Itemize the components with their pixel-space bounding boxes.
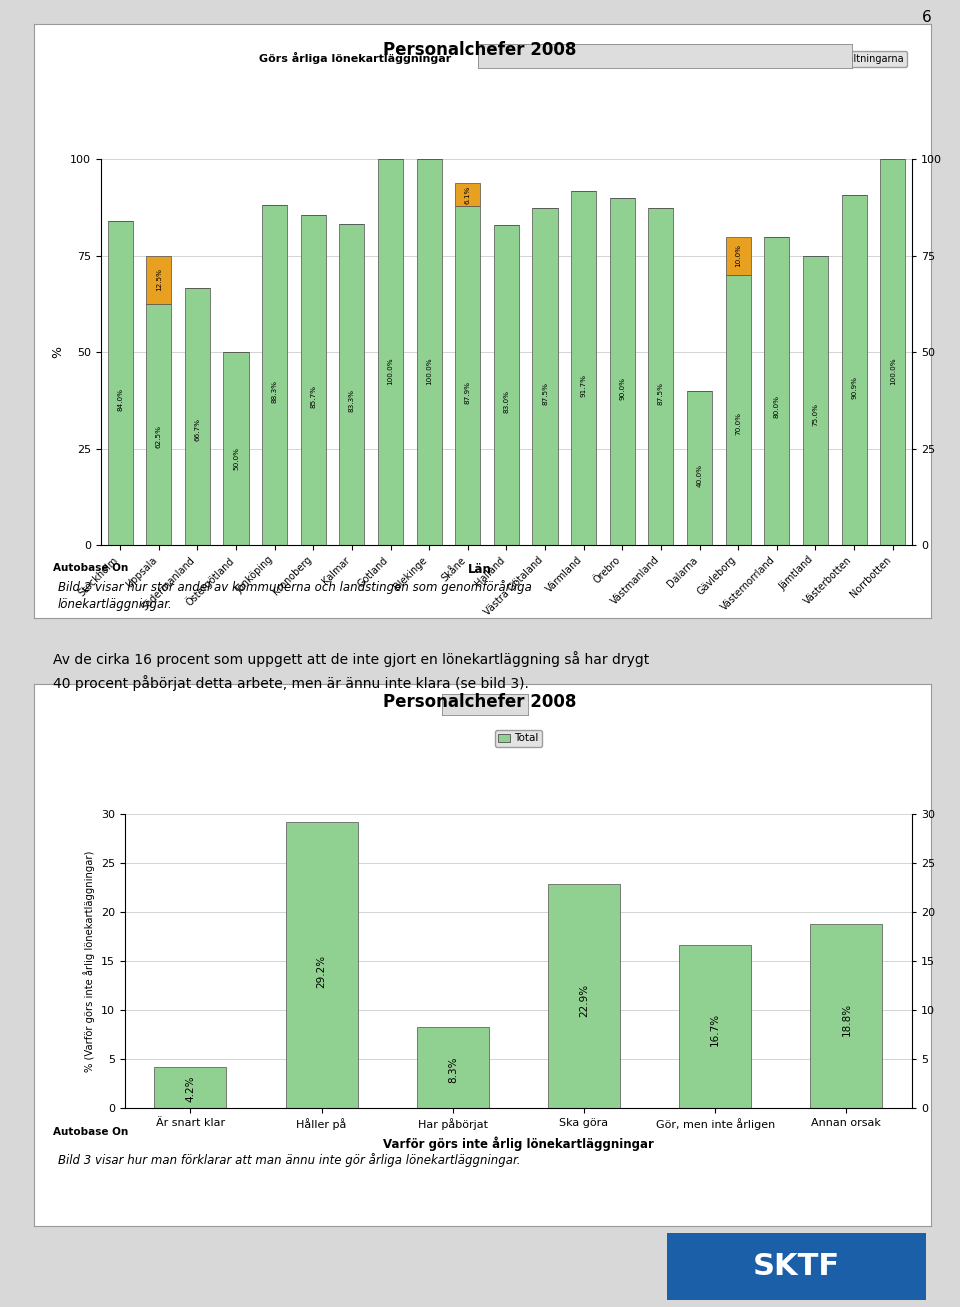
Text: 84.0%: 84.0% <box>117 388 123 410</box>
Legend: I alla förvaltningar, I de flesta förvaltningarna: I alla förvaltningar, I de flesta förval… <box>647 51 907 68</box>
Bar <box>339 223 365 545</box>
Bar <box>803 256 828 545</box>
Text: 100.0%: 100.0% <box>426 358 432 386</box>
Bar <box>417 1027 489 1108</box>
Text: 40.0%: 40.0% <box>697 464 703 488</box>
Text: Görs årliga lönekartläggningar: Görs årliga lönekartläggningar <box>259 51 451 64</box>
Text: 50.0%: 50.0% <box>233 447 239 469</box>
Bar <box>417 159 442 545</box>
Bar <box>810 924 882 1108</box>
Bar <box>533 208 558 545</box>
Text: 18.8%: 18.8% <box>841 1004 852 1036</box>
Bar <box>146 256 171 305</box>
Bar <box>648 208 674 545</box>
Bar <box>300 214 325 545</box>
Bar <box>378 159 403 545</box>
Text: 10.0%: 10.0% <box>735 244 741 268</box>
Bar <box>493 225 519 545</box>
Bar <box>880 159 905 545</box>
Y-axis label: %: % <box>52 346 64 358</box>
Bar <box>185 288 210 545</box>
Text: 87.9%: 87.9% <box>465 382 470 404</box>
Text: 100.0%: 100.0% <box>388 358 394 386</box>
Bar <box>610 199 635 545</box>
Text: 90.0%: 90.0% <box>619 378 625 400</box>
Text: 91.7%: 91.7% <box>581 374 587 397</box>
Text: 70.0%: 70.0% <box>735 412 741 435</box>
Bar <box>285 822 358 1108</box>
Text: 87.5%: 87.5% <box>542 382 548 405</box>
Bar <box>726 276 751 545</box>
Text: 6: 6 <box>922 10 931 25</box>
Text: 29.2%: 29.2% <box>317 954 326 988</box>
Bar <box>842 195 867 545</box>
Text: 8.3%: 8.3% <box>447 1056 458 1082</box>
Text: 83.0%: 83.0% <box>503 389 510 413</box>
Bar <box>455 183 480 207</box>
Text: 75.0%: 75.0% <box>812 404 819 426</box>
Bar <box>548 884 620 1108</box>
Bar <box>262 205 287 545</box>
Text: SKTF: SKTF <box>754 1252 840 1281</box>
Text: Autobase On: Autobase On <box>53 1127 128 1137</box>
Bar <box>146 305 171 545</box>
Text: Bild 3 visar hur man förklarar att man ännu inte gör årliga lönekartläggningar.: Bild 3 visar hur man förklarar att man ä… <box>58 1153 520 1167</box>
Text: 90.9%: 90.9% <box>852 376 857 399</box>
Text: Bild 2 visar hur stor andel av kommunerna och landstingen som genomförårliga
lön: Bild 2 visar hur stor andel av kommunern… <box>58 580 532 612</box>
Bar <box>687 391 712 545</box>
Text: Län: Län <box>468 563 492 576</box>
Bar <box>764 237 789 545</box>
Text: 22.9%: 22.9% <box>579 984 589 1017</box>
Bar <box>726 237 751 276</box>
Bar <box>108 221 132 545</box>
Y-axis label: % (Varför görs inte årlig lönekartläggningar): % (Varför görs inte årlig lönekartläggni… <box>84 851 95 1072</box>
Text: 6.1%: 6.1% <box>465 186 470 204</box>
Text: 12.5%: 12.5% <box>156 268 161 291</box>
Text: 83.3%: 83.3% <box>348 389 355 412</box>
Text: 80.0%: 80.0% <box>774 395 780 418</box>
Text: Personalchefer 2008: Personalchefer 2008 <box>383 41 577 59</box>
Bar <box>571 191 596 545</box>
Text: 4.2%: 4.2% <box>185 1076 196 1102</box>
Text: 87.5%: 87.5% <box>658 382 664 405</box>
Legend: Total: Total <box>494 729 542 748</box>
Text: 100.0%: 100.0% <box>890 358 896 386</box>
Bar <box>224 353 249 545</box>
Text: 16.7%: 16.7% <box>710 1013 720 1047</box>
Text: Av de cirka 16 procent som uppgett att de inte gjort en lönekartläggning så har : Av de cirka 16 procent som uppgett att d… <box>53 651 649 690</box>
Bar <box>155 1067 227 1108</box>
Bar <box>455 207 480 545</box>
Text: 66.7%: 66.7% <box>194 418 201 440</box>
Text: 62.5%: 62.5% <box>156 425 161 448</box>
Text: 85.7%: 85.7% <box>310 384 316 408</box>
Text: Personalchefer 2008: Personalchefer 2008 <box>383 693 577 711</box>
X-axis label: Varför görs inte årlig lönekartläggningar: Varför görs inte årlig lönekartläggninga… <box>383 1137 654 1151</box>
Text: 88.3%: 88.3% <box>272 380 277 404</box>
Text: Autobase On: Autobase On <box>53 563 128 574</box>
Bar <box>679 945 752 1108</box>
